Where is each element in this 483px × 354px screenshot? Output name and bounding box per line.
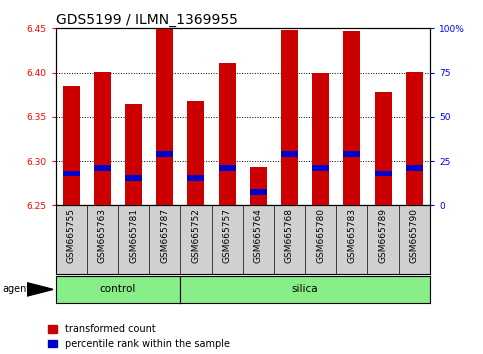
Bar <box>406 72 423 205</box>
Bar <box>187 101 204 205</box>
Bar <box>63 86 80 205</box>
Bar <box>281 152 298 157</box>
Bar <box>312 166 329 171</box>
Bar <box>187 175 204 181</box>
Bar <box>218 63 236 205</box>
Text: silica: silica <box>292 284 318 295</box>
Bar <box>250 189 267 195</box>
Bar <box>374 92 392 205</box>
Bar <box>218 166 236 171</box>
Text: GDS5199 / ILMN_1369955: GDS5199 / ILMN_1369955 <box>56 13 238 27</box>
Bar <box>156 152 173 157</box>
Text: control: control <box>100 284 136 295</box>
Bar <box>63 171 80 176</box>
Bar <box>125 175 142 181</box>
Bar <box>312 73 329 205</box>
Bar <box>94 72 111 205</box>
Bar <box>281 30 298 205</box>
Bar <box>343 31 360 205</box>
Bar <box>125 103 142 205</box>
Bar <box>343 152 360 157</box>
Text: agent: agent <box>2 284 30 295</box>
Bar <box>94 166 111 171</box>
Bar <box>250 167 267 205</box>
Polygon shape <box>27 282 53 296</box>
Bar <box>406 166 423 171</box>
Bar <box>374 171 392 176</box>
Legend: transformed count, percentile rank within the sample: transformed count, percentile rank withi… <box>48 324 230 349</box>
Bar <box>156 29 173 205</box>
